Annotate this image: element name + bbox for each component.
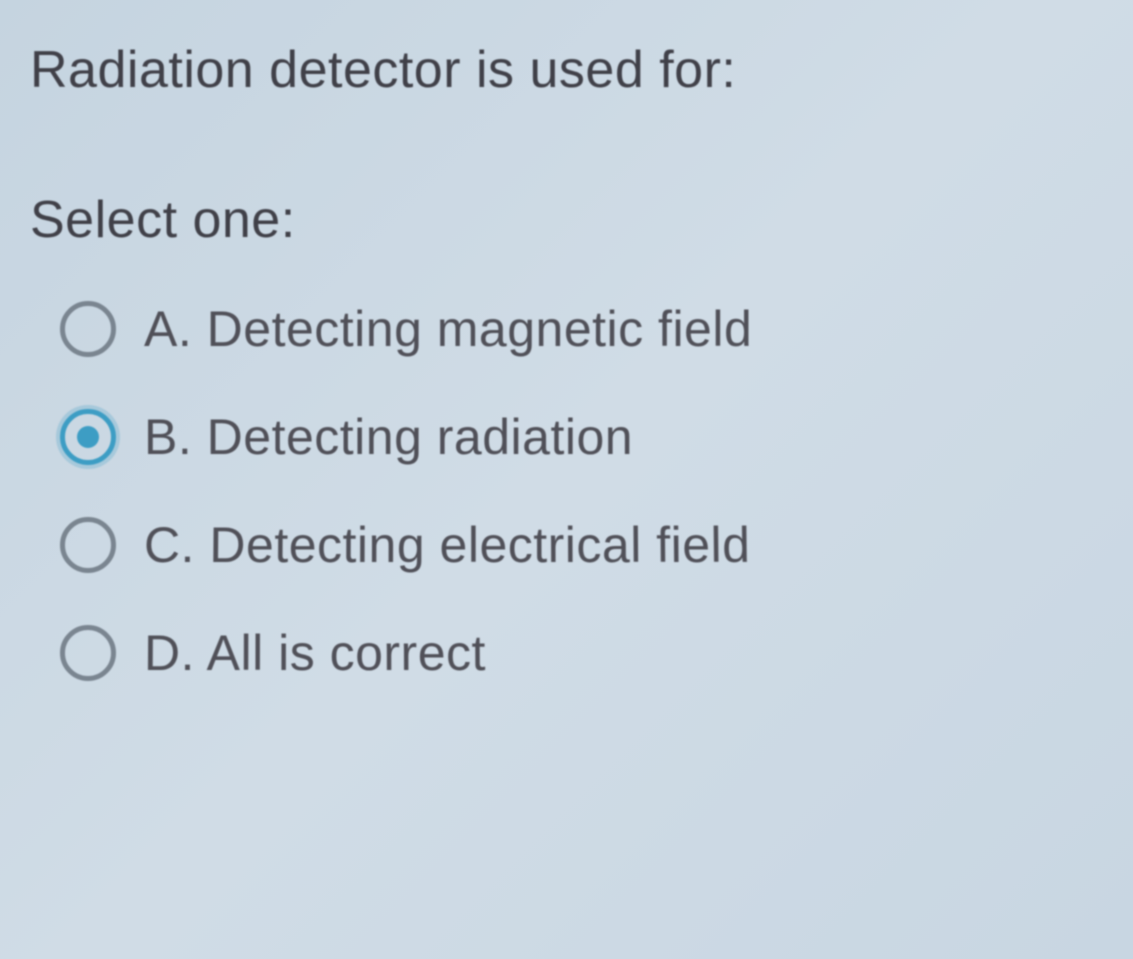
radio-wrapper [60, 409, 116, 465]
option-row-c: C. Detecting electrical field [60, 516, 1103, 574]
radio-wrapper [60, 301, 116, 357]
option-text: Detecting radiation [207, 409, 633, 465]
option-row-d: D. All is correct [60, 624, 1103, 682]
option-row-a: A. Detecting magnetic field [60, 300, 1103, 358]
option-letter: D. [144, 625, 195, 681]
option-row-b: B. Detecting radiation [60, 408, 1103, 466]
option-letter: B. [144, 409, 192, 465]
option-label-a[interactable]: A. Detecting magnetic field [144, 300, 752, 358]
option-text: All is correct [207, 625, 487, 681]
select-prompt: Select one: [30, 190, 1103, 250]
option-text: Detecting magnetic field [207, 301, 753, 357]
option-text: Detecting electrical field [209, 517, 751, 573]
option-letter: C. [144, 517, 196, 573]
option-label-b[interactable]: B. Detecting radiation [144, 408, 633, 466]
question-text: Radiation detector is used for: [30, 40, 1103, 100]
radio-d[interactable] [60, 625, 116, 681]
option-label-d[interactable]: D. All is correct [144, 624, 486, 682]
radio-wrapper [60, 625, 116, 681]
option-letter: A. [144, 301, 192, 357]
radio-c[interactable] [60, 517, 116, 573]
option-label-c[interactable]: C. Detecting electrical field [144, 516, 751, 574]
radio-a[interactable] [60, 301, 116, 357]
radio-inner-dot [77, 426, 99, 448]
radio-wrapper [60, 517, 116, 573]
options-container: A. Detecting magnetic field B. Detecting… [30, 300, 1103, 682]
radio-b[interactable] [60, 409, 116, 465]
